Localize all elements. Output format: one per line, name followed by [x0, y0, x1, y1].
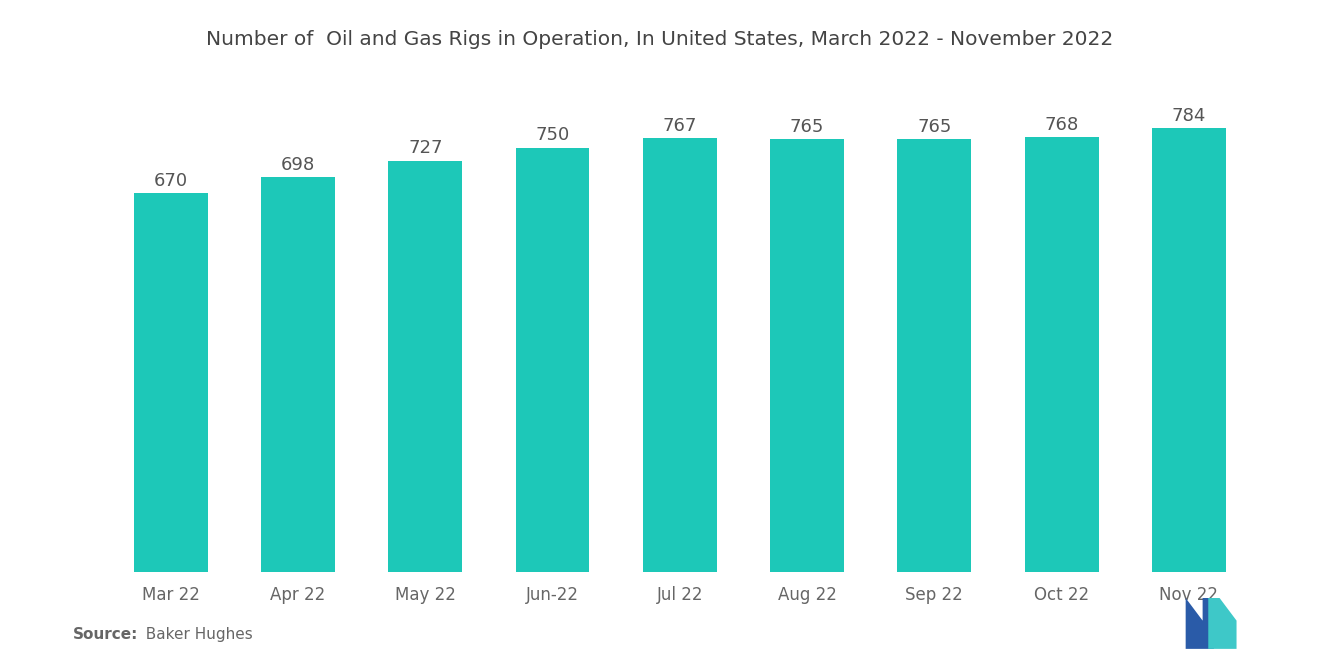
Text: Number of  Oil and Gas Rigs in Operation, In United States, March 2022 - Novembe: Number of Oil and Gas Rigs in Operation,… — [206, 30, 1114, 49]
Bar — [643, 138, 717, 572]
Text: 750: 750 — [536, 126, 570, 144]
Polygon shape — [1185, 598, 1214, 649]
Bar — [1024, 138, 1098, 572]
Bar — [388, 161, 462, 572]
Text: 767: 767 — [663, 116, 697, 135]
Bar — [1152, 128, 1226, 572]
Text: Source:: Source: — [73, 626, 139, 642]
Bar — [133, 193, 207, 572]
Bar — [770, 139, 843, 572]
Polygon shape — [1208, 598, 1237, 649]
Text: 768: 768 — [1044, 116, 1078, 134]
Text: 670: 670 — [153, 172, 187, 190]
Text: Baker Hughes: Baker Hughes — [136, 626, 252, 642]
Bar — [261, 177, 335, 572]
Bar — [898, 139, 972, 572]
Bar — [516, 148, 590, 572]
Text: 698: 698 — [281, 156, 315, 174]
Text: 765: 765 — [789, 118, 824, 136]
Text: 727: 727 — [408, 139, 442, 158]
Text: 765: 765 — [917, 118, 952, 136]
Text: 784: 784 — [1172, 107, 1206, 125]
